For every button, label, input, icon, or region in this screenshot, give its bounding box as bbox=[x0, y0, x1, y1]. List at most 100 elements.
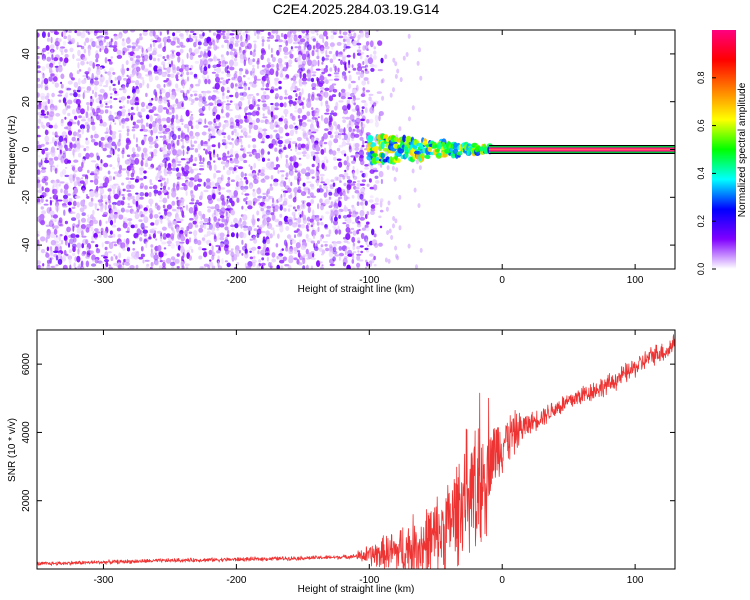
heatmap-cell bbox=[53, 124, 58, 129]
heatmap-cell bbox=[78, 69, 82, 72]
heatmap-cell bbox=[208, 133, 213, 140]
heatmap-cell bbox=[213, 216, 217, 223]
heatmap-cell bbox=[216, 30, 222, 34]
heatmap-cell bbox=[82, 56, 88, 62]
heatmap-cell bbox=[322, 132, 328, 140]
heatmap-cell bbox=[91, 235, 94, 241]
heatmap-cell bbox=[43, 78, 49, 85]
heatmap-cell bbox=[418, 47, 421, 53]
heatmap-cell bbox=[124, 159, 131, 165]
heatmap-cell bbox=[266, 220, 270, 227]
heatmap-cell bbox=[199, 63, 202, 71]
heatmap-cell bbox=[149, 114, 153, 122]
heatmap-cell bbox=[345, 227, 351, 233]
heatmap-cell bbox=[75, 195, 81, 199]
heatmap-cell bbox=[265, 134, 270, 139]
heatmap-cell bbox=[225, 32, 231, 37]
heatmap-cell bbox=[86, 61, 89, 65]
heatmap-cell bbox=[261, 39, 265, 43]
heatmap-cell bbox=[302, 265, 306, 269]
heatmap-cell bbox=[341, 132, 346, 136]
heatmap-cell bbox=[319, 198, 323, 204]
heatmap-cell bbox=[211, 265, 216, 269]
heatmap-cell bbox=[268, 165, 274, 171]
heatmap-cell bbox=[116, 227, 121, 232]
heatmap-cell bbox=[284, 96, 288, 100]
heatmap-cell bbox=[311, 176, 315, 179]
heatmap-cell bbox=[366, 48, 369, 51]
heatmap-cell bbox=[299, 214, 302, 219]
heatmap-cell bbox=[224, 36, 230, 40]
heatmap-cell bbox=[208, 95, 212, 101]
heatmap-cell bbox=[301, 128, 305, 132]
heatmap-cell bbox=[197, 201, 203, 206]
heatmap-cell bbox=[366, 183, 370, 187]
heatmap-cell bbox=[213, 175, 216, 180]
heatmap-cell bbox=[121, 182, 125, 186]
heatmap-cell bbox=[301, 63, 305, 68]
heatmap-cell bbox=[306, 44, 312, 51]
heatmap-cell bbox=[227, 150, 230, 155]
heatmap-cell bbox=[393, 176, 397, 182]
heatmap-cell bbox=[242, 214, 248, 221]
heatmap-cell bbox=[176, 183, 180, 191]
heatmap-cell bbox=[275, 243, 279, 248]
heatmap-cell bbox=[260, 230, 266, 234]
heatmap-cell bbox=[262, 116, 268, 119]
heatmap-cell bbox=[266, 39, 271, 42]
heatmap-cell bbox=[136, 119, 142, 124]
heatmap-cell bbox=[62, 150, 66, 155]
heatmap-cell bbox=[125, 230, 130, 233]
heatmap-cell bbox=[318, 188, 324, 193]
heatmap-cell bbox=[135, 59, 141, 65]
heatmap-cell bbox=[229, 121, 235, 128]
heatmap-cell bbox=[226, 195, 230, 199]
heatmap-cell bbox=[357, 52, 362, 56]
heatmap-cell bbox=[112, 45, 118, 49]
heatmap-cell bbox=[361, 144, 365, 148]
heatmap-cell bbox=[365, 89, 370, 93]
heatmap-cell bbox=[175, 118, 181, 124]
heatmap-cell bbox=[110, 38, 113, 43]
heatmap-cell bbox=[419, 75, 423, 81]
heatmap-cell bbox=[323, 117, 329, 124]
heatmap-cell bbox=[214, 68, 217, 71]
heatmap-cell bbox=[252, 174, 258, 180]
heatmap-cell bbox=[139, 210, 144, 218]
heatmap-cell bbox=[73, 159, 79, 163]
heatmap-cell bbox=[212, 40, 216, 46]
heatmap-cell bbox=[123, 77, 127, 81]
heatmap-cell bbox=[64, 116, 67, 120]
heatmap-cell bbox=[334, 65, 337, 73]
heatmap-cell bbox=[329, 263, 335, 267]
spectrogram-x-tick-label: -200 bbox=[226, 275, 246, 286]
heatmap-cell bbox=[359, 136, 364, 141]
heatmap-cell bbox=[285, 132, 290, 137]
heatmap-cell bbox=[76, 58, 81, 61]
heatmap-cell bbox=[284, 123, 288, 130]
heatmap-cell bbox=[213, 209, 217, 215]
heatmap-cell bbox=[62, 152, 66, 159]
heatmap-cell bbox=[344, 169, 347, 173]
heatmap-cell bbox=[52, 76, 58, 82]
heatmap-cell bbox=[367, 244, 370, 248]
heatmap-cell bbox=[98, 234, 102, 238]
heatmap-cell bbox=[80, 260, 84, 268]
heatmap-cell bbox=[89, 172, 95, 176]
heatmap-cell bbox=[215, 170, 221, 173]
heatmap-cell bbox=[183, 172, 189, 177]
heatmap-cell bbox=[62, 205, 68, 208]
heatmap-cell bbox=[131, 45, 136, 49]
heatmap-cell bbox=[300, 67, 305, 72]
heatmap-cell bbox=[332, 250, 338, 255]
heatmap-cell bbox=[93, 31, 98, 36]
heatmap-cell bbox=[97, 199, 104, 203]
heatmap-cell bbox=[89, 190, 95, 198]
heatmap-cell bbox=[108, 175, 113, 182]
heatmap-cell bbox=[99, 207, 104, 213]
heatmap-cell bbox=[141, 101, 145, 108]
heatmap-cell bbox=[229, 94, 234, 98]
heatmap-cell bbox=[333, 165, 338, 170]
heatmap-cell bbox=[51, 200, 54, 203]
heatmap-cell bbox=[364, 64, 369, 68]
